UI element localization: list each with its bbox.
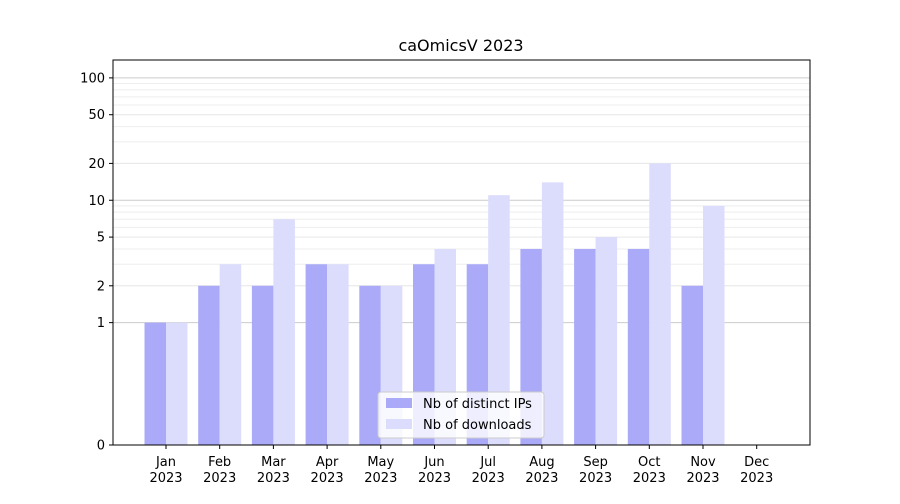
y-tick-label: 5 [97, 231, 105, 246]
x-tick-label: Oct 2023 [633, 455, 666, 486]
bar [359, 285, 381, 445]
bar [649, 163, 671, 446]
x-tick-label: May 2023 [364, 455, 397, 486]
legend-frame [377, 391, 545, 439]
y-tick-label: 10 [88, 194, 105, 209]
bar [273, 219, 295, 445]
legend-label-downloads: Nb of downloads [423, 418, 532, 433]
x-tick-label: Feb 2023 [203, 455, 236, 486]
x-tick-label: Mar 2023 [257, 455, 290, 486]
legend-label-distinct-ips: Nb of distinct IPs [423, 397, 532, 412]
y-tick-label: 100 [80, 71, 105, 86]
bar [574, 248, 596, 445]
y-axis: 0 1 2 5 10 20 50 100 [80, 71, 113, 454]
x-tick-label: Jan 2023 [149, 455, 182, 486]
legend-swatch-distinct-ips [386, 398, 412, 408]
x-tick-label: Apr 2023 [311, 455, 344, 486]
x-tick-label: Jul 2023 [472, 455, 505, 486]
x-tick-label: Aug 2023 [525, 455, 558, 486]
y-tick-label: 1 [97, 316, 105, 331]
bar [488, 195, 510, 445]
y-tick-label: 2 [97, 279, 105, 294]
x-tick-label: Nov 2023 [686, 455, 719, 486]
bar [327, 264, 349, 445]
y-tick-label: 50 [88, 108, 105, 123]
x-tick-label: Sep 2023 [579, 455, 612, 486]
bar [219, 264, 242, 445]
bar [703, 205, 725, 445]
legend: Nb of distinct IPs Nb of downloads [377, 391, 545, 439]
bar [595, 237, 618, 445]
legend-swatch-downloads [386, 419, 412, 429]
bar [681, 285, 703, 445]
x-tick-label: Jun 2023 [418, 455, 451, 486]
y-tick-label: 0 [97, 439, 105, 454]
bar [541, 182, 564, 446]
plot-area-frame [112, 59, 811, 446]
y-tick-label: 20 [88, 157, 105, 172]
bar [144, 322, 166, 445]
bar [198, 285, 220, 445]
x-tick-label: Dec 2023 [740, 455, 773, 486]
chart-title: caOmicsV 2023 [398, 36, 523, 55]
bar [166, 322, 188, 445]
bar [251, 285, 274, 445]
bar [627, 248, 650, 445]
x-axis: Jan 2023 Feb 2023 Mar 2023 Apr 2023 May 2023 Jun 20… [149, 445, 773, 486]
bar [305, 264, 328, 445]
